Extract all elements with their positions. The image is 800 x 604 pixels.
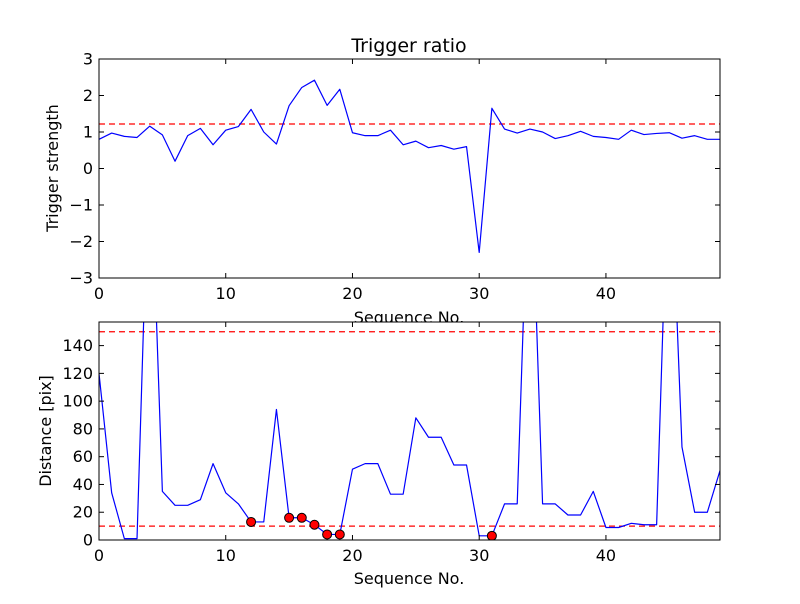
y-tick-label: 60	[73, 447, 93, 466]
y-tick-label: 2	[83, 86, 93, 105]
data-point-marker	[284, 512, 295, 523]
data-point-marker	[322, 529, 333, 540]
x-tick-label: 30	[469, 284, 489, 303]
x-tick-label: 40	[596, 546, 616, 565]
y-tick-label: 120	[62, 364, 93, 383]
data-point-marker	[246, 516, 257, 527]
plot-area-trigger: 0 10 20 30 40 −3 −2 −1 0 1 2 3	[69, 50, 721, 303]
y-tick-label: 40	[73, 475, 93, 494]
x-tick-label: 10	[216, 284, 236, 303]
series-line	[99, 79, 720, 254]
x-tick-label: 0	[94, 284, 104, 303]
data-point-marker	[309, 519, 320, 530]
y-tick-label: 20	[73, 503, 93, 522]
y-tick-label: 140	[62, 336, 93, 355]
data-point-marker	[486, 530, 497, 540]
x-tick-label: 20	[342, 546, 362, 565]
data-point-marker	[296, 512, 307, 523]
plot-clip-group	[99, 79, 720, 254]
x-tick-label: 0	[94, 546, 104, 565]
plot-background	[99, 322, 720, 540]
y-tick-label: −1	[69, 196, 93, 215]
y-tick-label: 1	[83, 123, 93, 142]
y-tick-label: 0	[83, 159, 93, 178]
x-tick-label: 30	[469, 546, 489, 565]
data-point-marker	[334, 529, 345, 540]
plot-background	[99, 59, 720, 278]
x-tick-label: 40	[596, 284, 616, 303]
y-tick-label: −3	[69, 269, 93, 288]
x-tick-label: 20	[342, 284, 362, 303]
y-tick-label: 80	[73, 419, 93, 438]
chart-title: Trigger ratio	[350, 35, 466, 57]
y-axis-label: Trigger strength	[43, 104, 62, 233]
series-line	[99, 322, 720, 540]
distance-panel: 0 10 20 30 40 0 20 40 60 80 100 120 140 Sequence No.…	[36, 321, 721, 588]
y-tick-label: 100	[62, 392, 93, 411]
x-axis-label: Sequence No.	[354, 569, 465, 588]
y-axis-label: Distance [pix]	[36, 375, 55, 487]
x-tick-label: 10	[216, 546, 236, 565]
y-tick-label: 3	[83, 50, 93, 69]
axes-frame	[98, 321, 721, 541]
y-tick-label: 0	[83, 531, 93, 550]
y-tick-label: −2	[69, 232, 93, 251]
plot-area-distance: 0 10 20 30 40 0 20 40 60 80 100 120 140	[62, 321, 721, 565]
plot-clip-group	[99, 322, 720, 540]
